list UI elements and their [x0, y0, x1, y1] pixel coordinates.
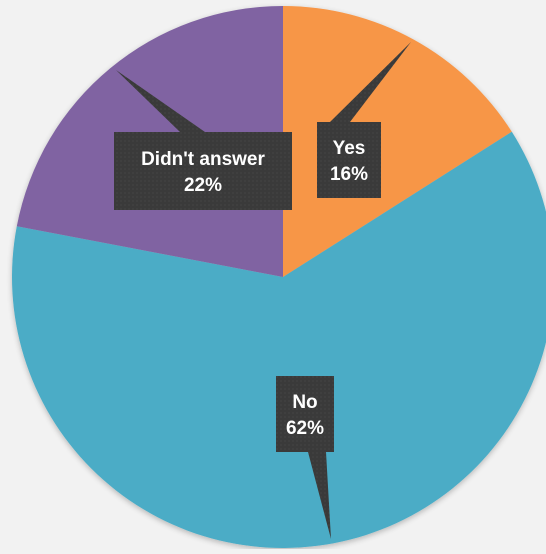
data-label-yes: Yes 16%	[317, 42, 411, 198]
callout-pointer-no	[308, 452, 331, 539]
pie-slices	[12, 6, 546, 548]
callout-pointer-didn-t-answer	[116, 70, 205, 132]
data-label-value-yes: 16%	[330, 164, 368, 185]
data-label-value-no: 62%	[286, 418, 324, 439]
callout-box-didn-t-answer	[114, 132, 292, 210]
data-label-didn-t-answer: Didn't answer 22%	[114, 70, 292, 210]
data-label-name-didn-t-answer: Didn't answer	[141, 149, 265, 170]
data-label-name-no: No	[292, 392, 317, 413]
pie-data-labels: Yes 16% No 62% Didn't answer 22%	[114, 42, 411, 539]
data-label-no: No 62%	[276, 376, 334, 539]
data-label-value-didn-t-answer: 22%	[184, 175, 222, 196]
callout-box-no	[276, 376, 334, 452]
pie-slice-yes	[283, 6, 512, 277]
callout-box-yes	[317, 122, 381, 198]
pie-slice-no	[12, 131, 546, 548]
callout-pointer-yes	[330, 42, 411, 122]
data-label-name-yes: Yes	[333, 138, 366, 159]
